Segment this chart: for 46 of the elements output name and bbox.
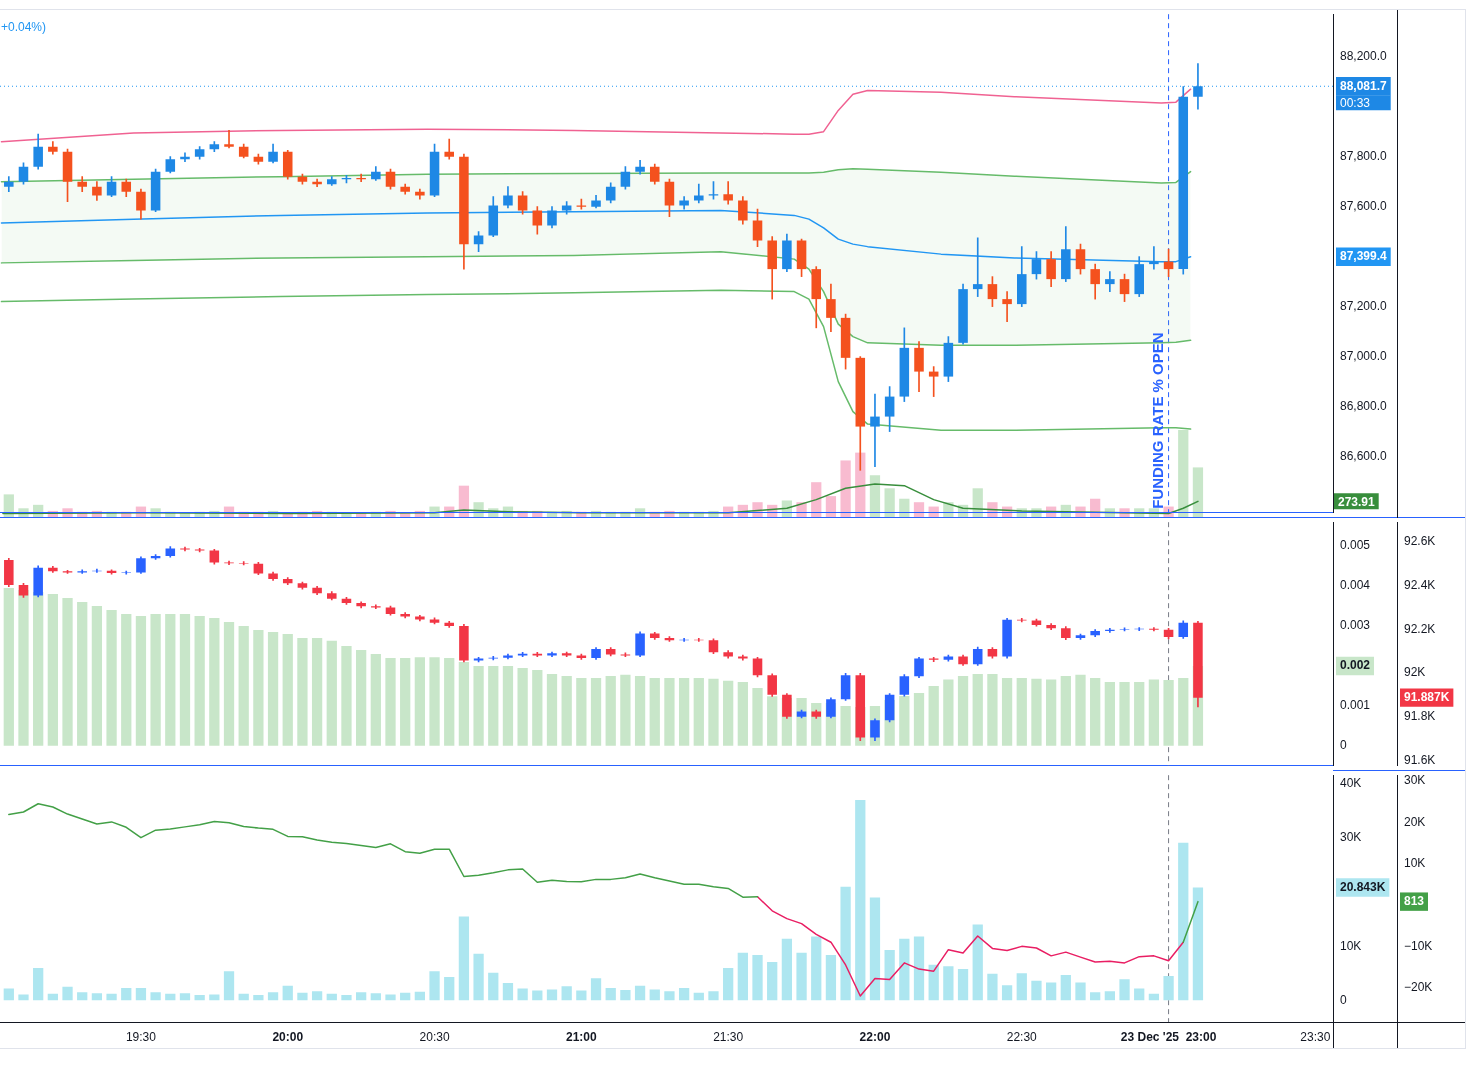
y2-tick-label: 91.6K [1404,752,1436,767]
y2-tick-label: −20K [1404,980,1433,994]
y2-tick-label: 20K [1404,814,1426,829]
y-tick-label: 87,800.0 [1340,148,1388,163]
y-tick-label: 86,800.0 [1340,398,1388,413]
y-tick-label: 0.004 [1340,578,1371,593]
x-tick-label: 20:00 [272,1029,304,1044]
y2-tick-label: 30K [1404,773,1426,788]
y-tick-label: 30K [1340,830,1362,845]
x-tick-label: 21:00 [566,1029,598,1044]
x-tick-label: 23:30 [1300,1029,1331,1044]
y-tick-label: 88,081.7 [1340,78,1388,93]
ref-line-label: FUNDING RATE % OPEN [1149,332,1167,509]
y-tick-label: 87,000.0 [1340,348,1388,363]
y2-tick-label: 91.887K [1404,689,1450,704]
text: 273.91 [1338,494,1376,509]
y-tick-label: 0.005 [1340,538,1371,553]
y-tick-label: 87,200.0 [1340,298,1388,313]
y-tick-label: 0 [1340,992,1347,1007]
y-tick-label: 0.003 [1340,618,1371,633]
y2-tick-label: 92K [1404,665,1426,680]
y2-tick-label: 813 [1404,893,1425,908]
y2-tick-label: 91.8K [1404,708,1436,723]
y2-tick-label: 92.4K [1404,577,1436,592]
y-tick-label: 87,600.0 [1340,198,1388,213]
y-tick-label: 20.843K [1340,879,1386,894]
y-tick-label: 0.002 [1340,658,1371,673]
y-tick-label: 10K [1340,938,1362,953]
x-tick-label: 19:30 [125,1029,157,1044]
y-tick-label: 86,600.0 [1340,448,1388,463]
y-tick-label: 0 [1340,738,1347,753]
y2-tick-label: 92.6K [1404,534,1436,549]
x-tick-label: 21:30 [713,1029,744,1044]
x-tick-label: 22:00 [859,1029,891,1044]
y-tick-label: 40K [1340,776,1362,791]
x-tick-label: 20:30 [419,1029,450,1044]
y-tick-label: 87,399.4 [1340,249,1388,264]
y-tick-label: 0.001 [1340,698,1371,713]
x-tick-label: 22:30 [1006,1029,1038,1044]
x-tick-label: 23 Dec '25 23:00 [1120,1029,1217,1044]
text: 00:33 [1340,95,1371,110]
annotation: +0.04%) [1,19,47,34]
y2-tick-label: 92.2K [1404,621,1436,636]
y2-tick-label: 10K [1404,855,1426,870]
y-tick-label: 88,200.0 [1340,49,1388,63]
y2-tick-label: −10K [1404,938,1433,953]
